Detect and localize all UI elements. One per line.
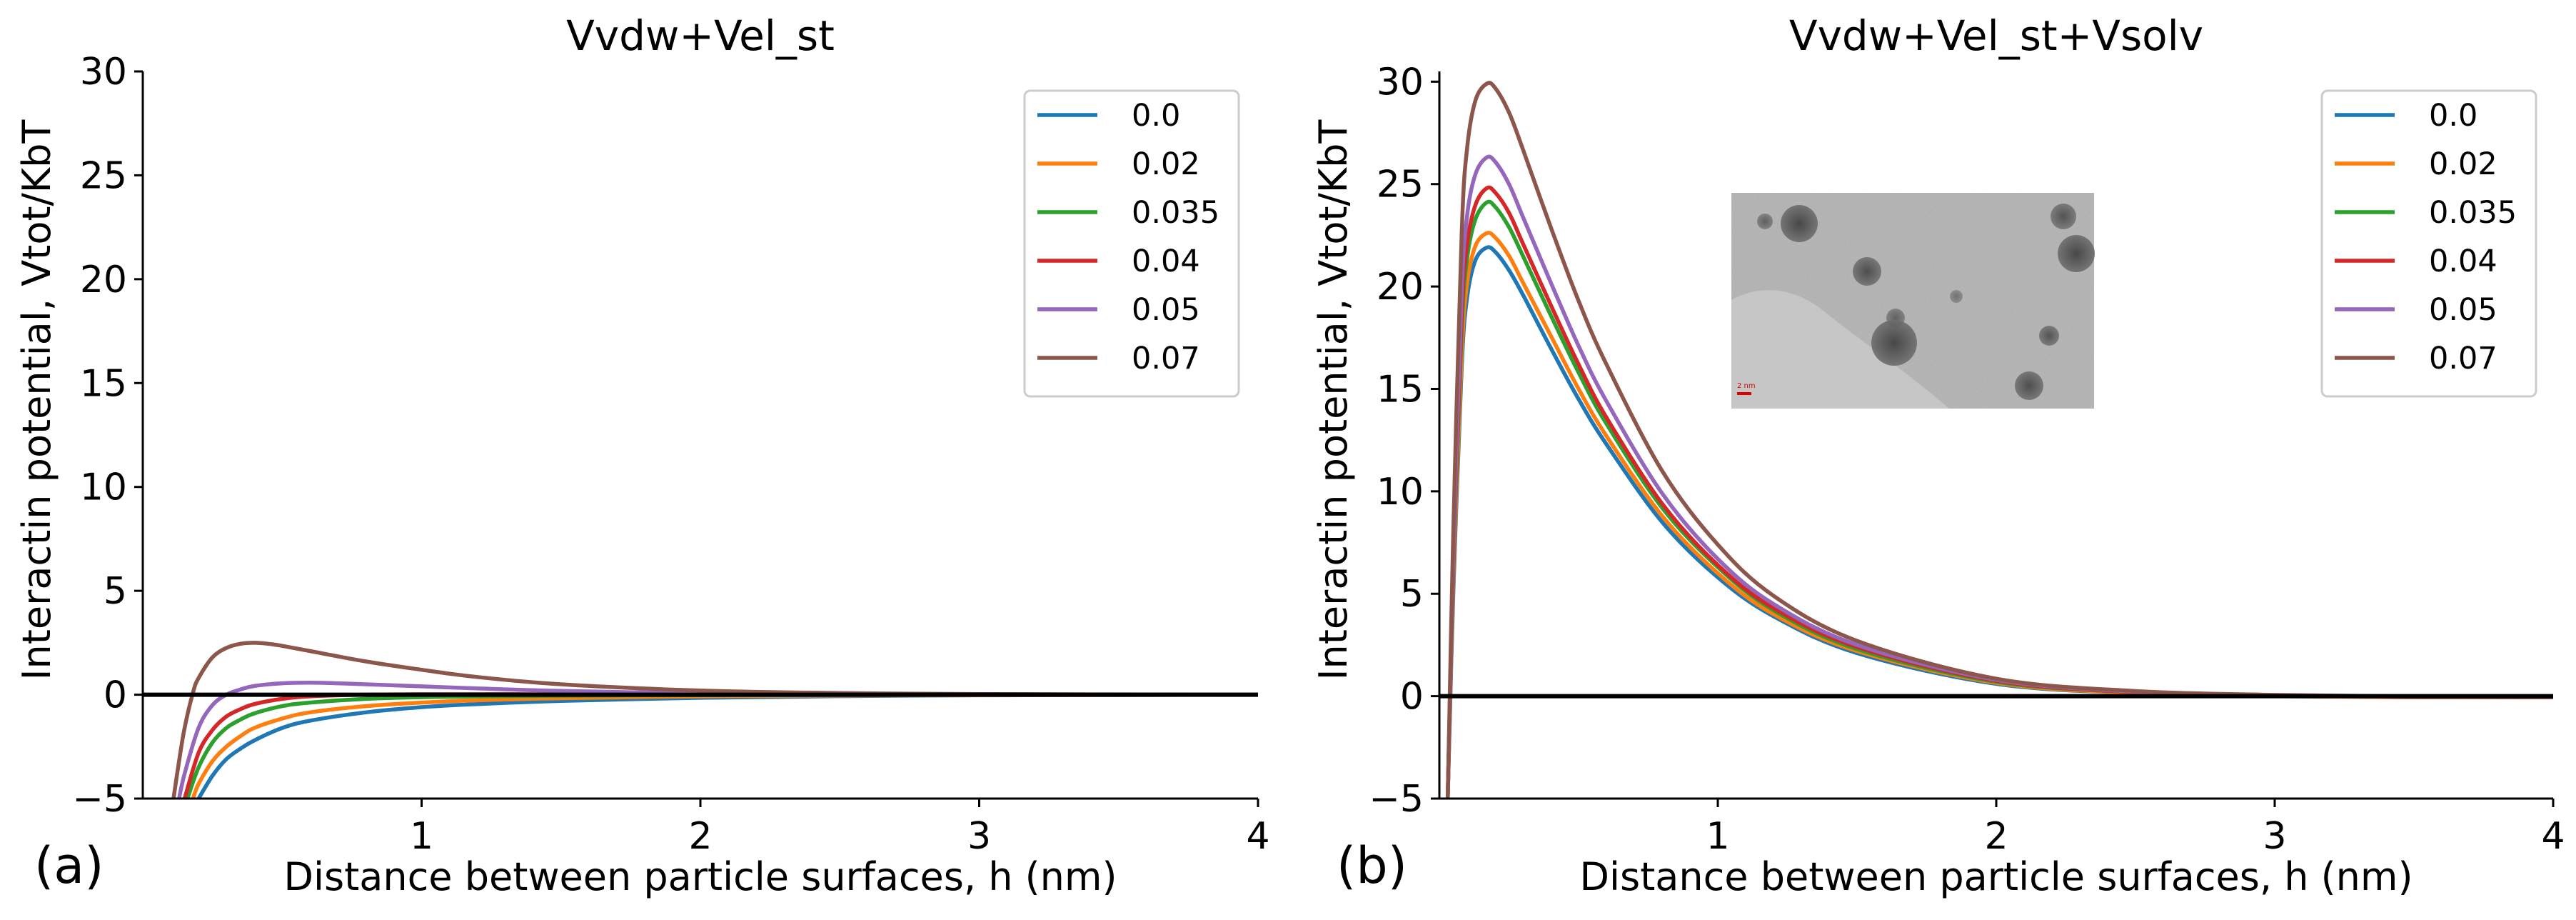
panel-a: −5 0 5 10 15 20 25 30 1 2 3 4 Vvdw+Vel_st Distance …: [14, 11, 1270, 899]
y-tick-label: 20: [1377, 266, 1424, 309]
legend-entry: 0.02: [1132, 146, 1200, 182]
y-tick-label: −5: [72, 778, 127, 821]
legend-entry: 0.05: [1132, 292, 1200, 328]
x-tick-label: 2: [1984, 815, 2008, 858]
y-tick-label: −5: [1369, 778, 1424, 821]
legend-frame: [1023, 89, 1240, 398]
nanoparticle: [1853, 257, 1881, 286]
chart-title-a: Vvdw+Vel_st: [566, 11, 835, 60]
legend-entry: 0.0: [2429, 98, 2477, 134]
y-tick-label: 25: [80, 154, 127, 197]
chart-title-b: Vvdw+Vel_st+Vsolv: [1789, 11, 2203, 60]
panel-label-a: (a): [34, 836, 104, 895]
x-tick-label: 1: [410, 815, 433, 858]
x-tick-label: 4: [2541, 815, 2565, 858]
legend-a: 0.0 0.02 0.035 0.04 0.05 0.07: [1023, 89, 1240, 398]
ticks-a: −5 0 5 10 15 20 25 30 1 2 3 4: [72, 51, 1269, 858]
panel-b: −5 0 5 10 15 20 25 30 1 2 3 4 Vvdw+Vel_st+Vsolv Dis…: [1311, 11, 2565, 899]
legend-entry: 0.035: [2429, 195, 2517, 231]
y-axis-label-b: Interactin potential, Vtot/KbT: [1311, 119, 1356, 681]
series-line-0.035: [185, 692, 1258, 799]
scale-bar: [1737, 392, 1751, 395]
series-line-0.02: [191, 692, 1258, 799]
plot-area-b: [1439, 81, 2553, 799]
y-tick-label: 30: [80, 51, 127, 94]
nanoparticle: [2015, 371, 2043, 400]
y-tick-label: 0: [104, 674, 127, 717]
ticks-b: −5 0 5 10 15 20 25 30 1 2 3 4: [1369, 61, 2565, 858]
nanoparticle: [2039, 326, 2059, 346]
x-tick-label: 2: [688, 815, 712, 858]
legend-entry: 0.07: [1132, 341, 1200, 376]
scale-bar-label: 2 nm: [1737, 382, 1756, 390]
x-axis-label-b: Distance between particle surfaces, h (n…: [1579, 854, 2413, 899]
y-axis-label-a: Interactin potential, Vtot/KbT: [14, 119, 59, 681]
legend-entry: 0.05: [2429, 292, 2497, 328]
x-axis-label-a: Distance between particle surfaces, h (n…: [283, 854, 1117, 899]
x-tick-label: 3: [967, 815, 991, 858]
series-line-0.07: [1445, 81, 2553, 799]
x-tick-label: 3: [2263, 815, 2286, 858]
nanoparticle: [1871, 320, 1917, 366]
legend-entry: 0.02: [2429, 146, 2497, 182]
y-tick-label: 5: [1400, 573, 1424, 616]
y-tick-label: 30: [1377, 61, 1424, 104]
series-line-0.07: [171, 641, 1258, 799]
nanoparticle: [2058, 235, 2095, 272]
y-tick-label: 10: [80, 466, 127, 509]
nanoparticle: [2051, 204, 2076, 229]
nanoparticle: [1950, 290, 1963, 303]
y-tick-label: 0: [1400, 676, 1424, 719]
y-tick-label: 20: [80, 259, 127, 301]
legend-b: 0.0 0.02 0.035 0.04 0.05 0.07: [2320, 89, 2537, 398]
y-tick-label: 10: [1377, 471, 1424, 514]
y-tick-label: 5: [104, 570, 127, 613]
x-tick-label: 1: [1706, 815, 1729, 858]
panel-label-b: (b): [1337, 836, 1407, 895]
tem-inset-image: 2 nm: [1731, 193, 2095, 409]
plot-area-a: [143, 641, 1258, 799]
series-line-0.0: [196, 692, 1258, 799]
x-tick-label: 4: [1246, 815, 1269, 858]
legend-entry: 0.07: [2429, 341, 2497, 376]
legend-entry: 0.0: [1132, 98, 1180, 134]
y-tick-label: 15: [1377, 368, 1424, 411]
nanoparticle: [1757, 214, 1773, 229]
legend-frame: [2320, 89, 2537, 398]
legend-entry: 0.04: [1132, 244, 1200, 279]
nanoparticle: [1781, 205, 1818, 242]
y-tick-label: 15: [80, 362, 127, 405]
y-tick-label: 25: [1377, 164, 1424, 206]
legend-entry: 0.04: [2429, 244, 2497, 279]
legend-entry: 0.035: [1132, 195, 1219, 231]
